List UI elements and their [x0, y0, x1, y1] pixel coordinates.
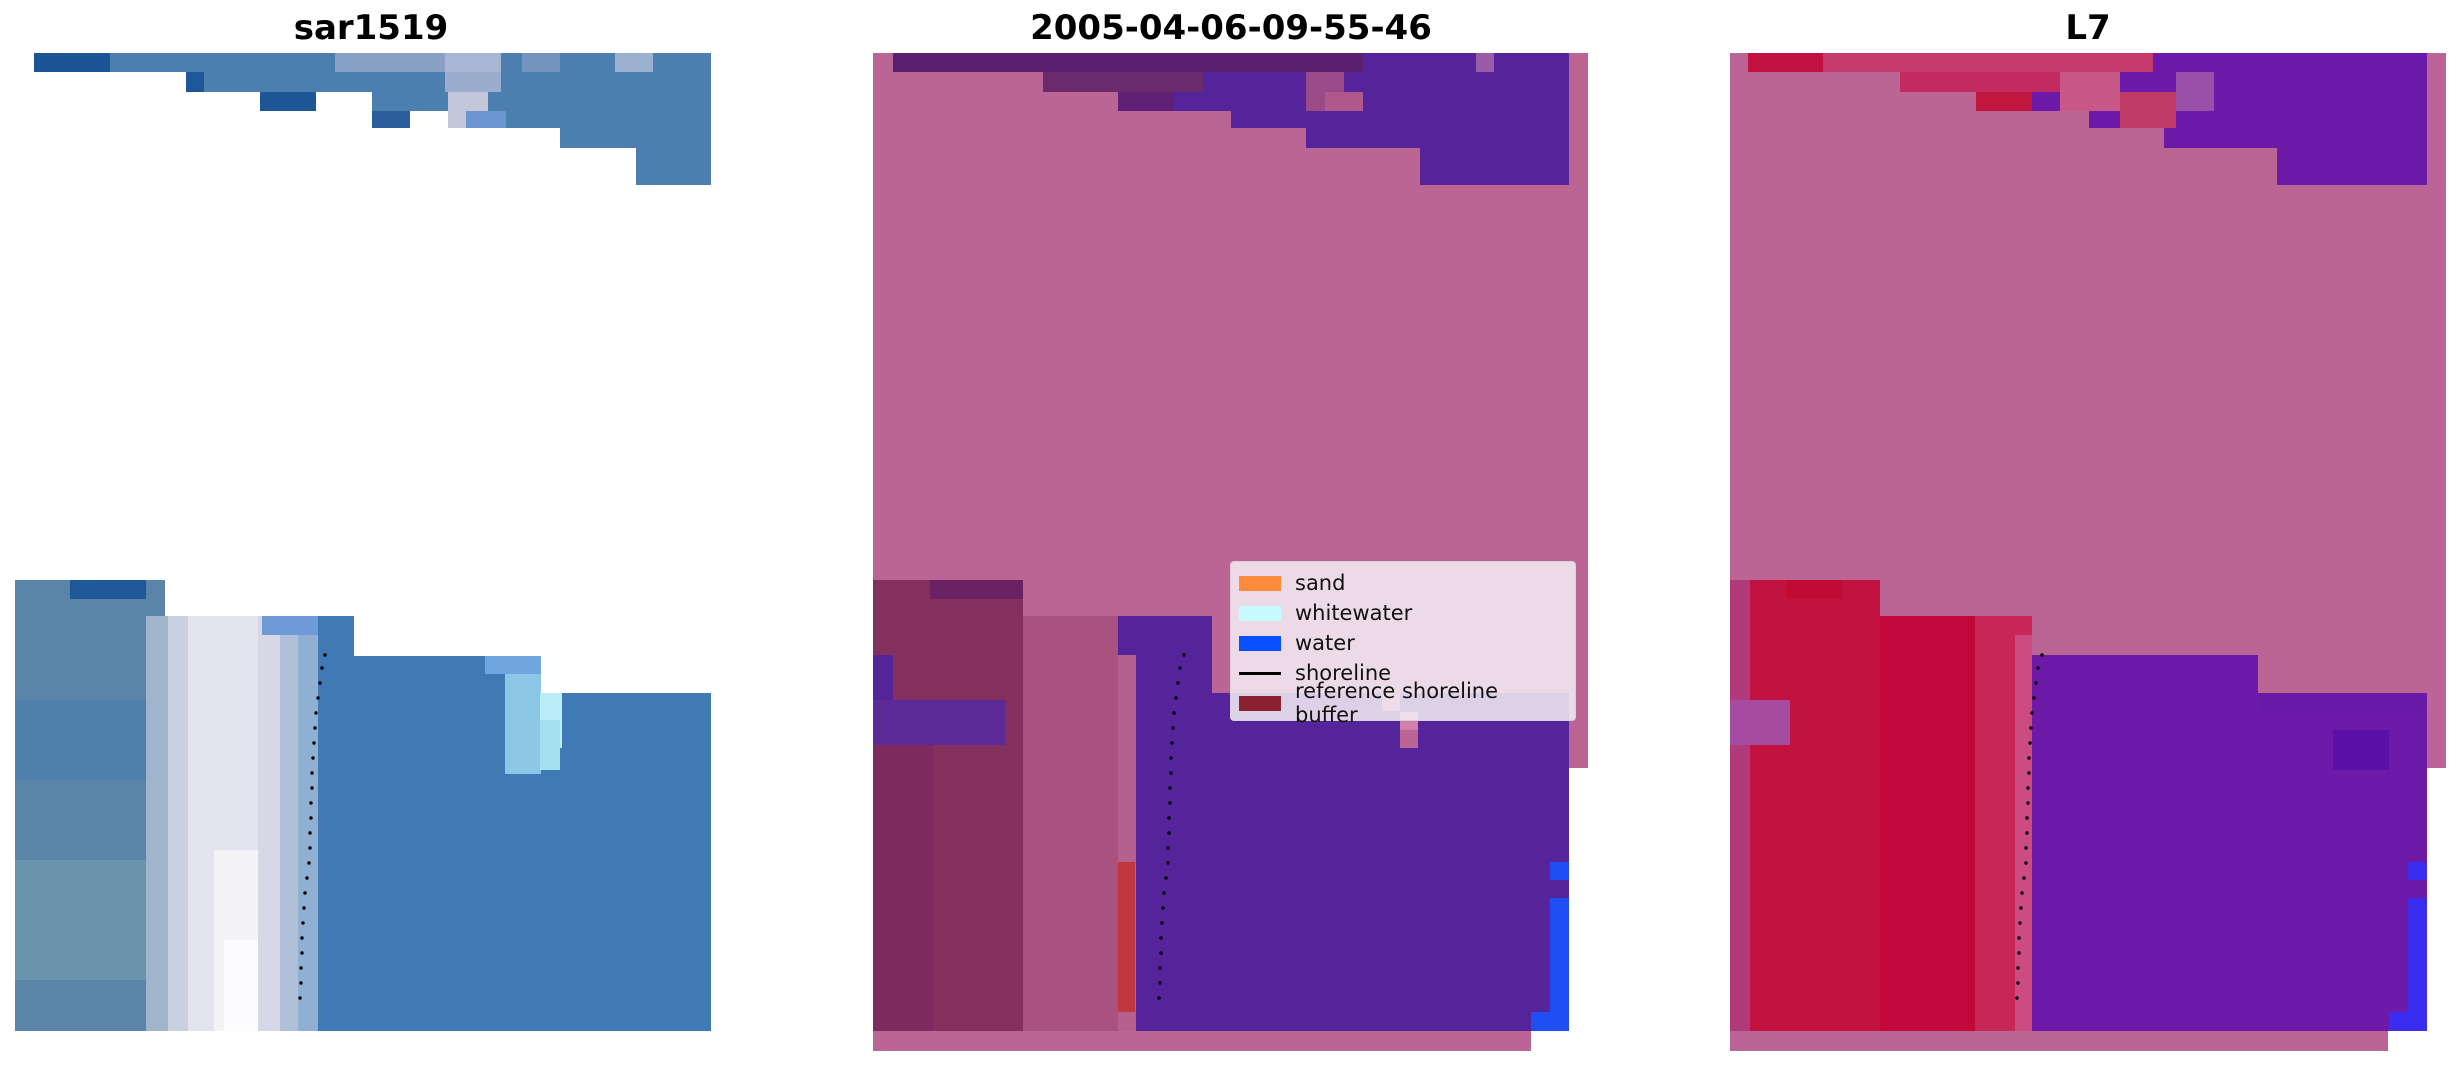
- whitewater-swatch: [1239, 605, 1281, 621]
- l7-land-bottom: [1730, 580, 2032, 1031]
- classification-sea-top: [893, 53, 1569, 185]
- rgb-image-top-strip: [34, 53, 711, 185]
- classification-surf-zone: [873, 580, 1174, 1031]
- rgb-image-bottom-block: [15, 580, 711, 1031]
- legend-item-shoreline: shoreline: [1239, 658, 1567, 688]
- legend-item-water: water: [1239, 628, 1567, 658]
- legend-label-shoreline: shoreline: [1295, 661, 1392, 685]
- reference-buffer-strip: [1118, 862, 1135, 1012]
- legend-label-water: water: [1295, 631, 1355, 655]
- water-swatch: [1239, 635, 1281, 651]
- classification-land: [873, 53, 1588, 1051]
- legend-label-sand: sand: [1295, 571, 1346, 595]
- legend-item-whitewater: whitewater: [1239, 598, 1567, 628]
- l7-land: [1730, 53, 2446, 1051]
- sand-swatch: [1239, 575, 1281, 591]
- shoreline-line-icon: [1239, 671, 1281, 675]
- legend-label-reference-buffer: reference shoreline buffer: [1295, 679, 1499, 727]
- legend-item-sand: sand: [1239, 568, 1567, 598]
- legend-label-whitewater: whitewater: [1295, 601, 1413, 625]
- middle-panel-title: 2005-04-06-09-55-46: [1030, 8, 1432, 48]
- l7-shoreline-dots: [2015, 653, 2044, 1000]
- rgb-shoreline-dots: [298, 653, 327, 1000]
- classification-legend: sand whitewater water shoreline referenc…: [1230, 561, 1576, 727]
- legend-item-reference-buffer: reference shoreline buffer: [1239, 679, 1567, 727]
- l7-water: [2389, 862, 2427, 1031]
- left-panel-title: sar1519: [293, 8, 449, 48]
- l7-sea-bottom: [2032, 655, 2427, 1031]
- classification-water: [1531, 862, 1569, 1031]
- l7-sea-top: [1748, 53, 2427, 185]
- reference-buffer-swatch: [1239, 695, 1281, 711]
- right-panel-title: L7: [2065, 8, 2111, 48]
- classified-shoreline-dots: [1157, 653, 1186, 1000]
